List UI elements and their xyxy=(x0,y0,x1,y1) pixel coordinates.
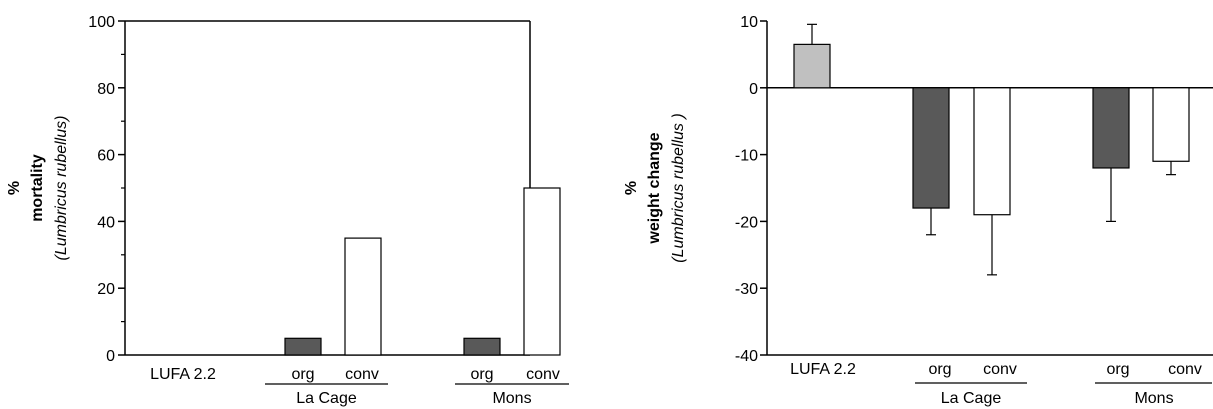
mortality-chart: 0 20 40 60 80 100 LUFA 2.2 org conv org conv La Cag… xyxy=(6,14,569,407)
y-axis-label: weight change xyxy=(646,132,663,244)
bar-0 xyxy=(793,43,831,89)
bar-1 xyxy=(912,87,950,209)
bar-2 xyxy=(973,87,1011,216)
y-tick-label: 0 xyxy=(106,348,115,365)
y-tick-label: -10 xyxy=(735,148,758,165)
bar-4 xyxy=(523,187,561,356)
y-tick-label: -30 xyxy=(735,281,758,298)
y-tick-label: 40 xyxy=(97,214,115,231)
bar-3 xyxy=(1092,87,1130,169)
category-label: org xyxy=(470,366,493,383)
category-label: conv xyxy=(345,366,379,383)
y-tick-label: -20 xyxy=(735,214,758,231)
category-label: conv xyxy=(1168,361,1202,378)
category-label: LUFA 2.2 xyxy=(790,361,856,378)
y-tick-label: 0 xyxy=(749,81,758,98)
y-axis-label: % xyxy=(623,181,640,195)
bar-4 xyxy=(1152,87,1190,162)
category-label: org xyxy=(928,361,951,378)
group-label: Mons xyxy=(1134,390,1173,407)
category-label: LUFA 2.2 xyxy=(150,366,216,383)
category-label: conv xyxy=(983,361,1017,378)
y-axis-label: % xyxy=(6,181,23,195)
group-label: La Cage xyxy=(941,390,1002,407)
y-tick-label: 20 xyxy=(97,281,115,298)
y-axis-label: (Lumbricus rubellus ) xyxy=(670,113,687,262)
weight-change-chart: 10 0 -10 -20 -30 -40 LUFA 2.2 org conv org conv La … xyxy=(623,14,1213,407)
y-tick-label: 80 xyxy=(97,81,115,98)
category-label: org xyxy=(291,366,314,383)
y-axis-label: (Lumbricus rubellus) xyxy=(53,116,70,261)
group-label: Mons xyxy=(492,390,531,407)
bar-2 xyxy=(344,237,382,356)
bar-3 xyxy=(463,337,501,356)
group-label: La Cage xyxy=(296,390,357,407)
bar-1 xyxy=(284,337,322,356)
y-tick-label: -40 xyxy=(735,348,758,365)
y-tick-label: 60 xyxy=(97,148,115,165)
y-tick-label: 10 xyxy=(740,14,758,31)
y-axis-label: mortality xyxy=(29,154,46,222)
y-tick-label: 100 xyxy=(88,14,115,31)
category-label: org xyxy=(1106,361,1129,378)
category-label: conv xyxy=(526,366,560,383)
